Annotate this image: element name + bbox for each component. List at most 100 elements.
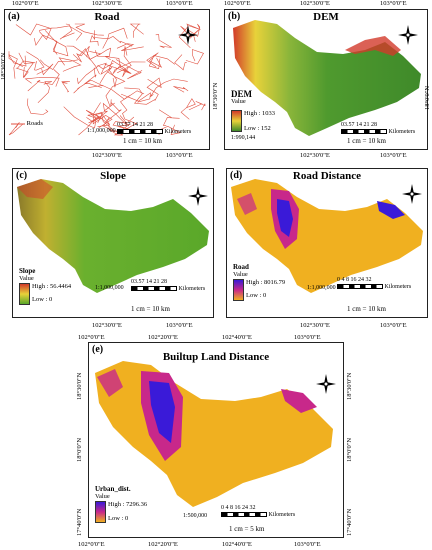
- scale-ratio: 1:1,000,000: [307, 285, 336, 291]
- road-segment: [104, 63, 131, 78]
- road-segment: [74, 23, 104, 36]
- road-segment: [66, 45, 100, 75]
- scale-cm-km: 1 cm = 10 km: [347, 137, 386, 145]
- road-segment: [180, 25, 199, 42]
- road-segment: [178, 23, 201, 49]
- panel-title: Builtup Land Distance: [162, 351, 270, 363]
- legend-high: High : 8016.79: [246, 279, 286, 286]
- road-segment: [63, 106, 97, 129]
- legend-title: Road: [233, 263, 249, 271]
- road-distance-map: [231, 179, 423, 293]
- panel-slope: (c) Slope Slope Value High : 56.4464 Low…: [12, 168, 214, 318]
- road-segment: [117, 46, 132, 74]
- scale-bar: 03.57 14 21 28 Kilometers: [341, 122, 415, 136]
- legend-high: High : 7296.36: [108, 501, 148, 508]
- coord-e-right-18-30: 18°30'0"N: [346, 372, 353, 400]
- road-segment: [88, 85, 145, 100]
- coord-e-top-4: 103°0'0"E: [294, 334, 321, 341]
- panel-label: (b): [228, 11, 241, 22]
- scale-ratio: 1:1,000,000: [95, 285, 124, 291]
- legend-gradient: [19, 283, 30, 305]
- coord-mid-18-30: 18°30'0"N: [212, 82, 219, 110]
- road-segment: [120, 95, 138, 125]
- coord-top-102-00-b: 102°0'0"E: [224, 0, 251, 7]
- legend: Roads: [11, 120, 43, 128]
- coord-mid-103-00-b: 103°0'0"E: [380, 152, 407, 159]
- coord-mid-102-30: 102°30'0"E: [92, 152, 122, 159]
- coord-top-102-00: 102°0'0"E: [12, 0, 39, 7]
- legend: Slope Value High : 56.4464 Low : 0: [19, 267, 71, 305]
- scale-cm-km: 1 cm = 5 km: [229, 525, 265, 533]
- road-segment: [89, 30, 99, 46]
- coord-e-bottom-3: 102°40'0"E: [222, 541, 252, 548]
- road-segment: [148, 55, 176, 69]
- scale-bar-graphic: [221, 512, 267, 518]
- panel-title: Road Distance: [292, 170, 362, 182]
- legend-low: Low : 0: [246, 292, 267, 299]
- scale-ticks: 03.57 14 21 28: [117, 122, 153, 128]
- scale-cm-km: 1 cm = 10 km: [347, 305, 386, 313]
- legend-high: High : 56.4464: [32, 283, 72, 290]
- road-network: [8, 23, 206, 136]
- road-segment: [112, 61, 146, 74]
- panel-title: Road: [94, 11, 120, 23]
- panel-label: (d): [230, 170, 243, 181]
- road-segment: [83, 67, 102, 88]
- road-segment: [107, 99, 122, 121]
- coord-left-18-30: 18°30'0"N: [0, 52, 7, 80]
- road-segment: [72, 46, 90, 63]
- north-arrow-icon: [398, 25, 418, 45]
- slope-region: [17, 179, 209, 293]
- legend: DEM Value High : 1033 Low : 152: [231, 90, 275, 132]
- scale-ratio: 1:500,000: [183, 513, 208, 519]
- road-segment: [39, 59, 79, 70]
- coord-row2-103-00: 103°0'0"E: [166, 322, 193, 329]
- coord-top-102-30: 102°30'0"E: [92, 0, 122, 7]
- scale-bar-graphic: [117, 129, 163, 135]
- road-segment: [94, 47, 111, 57]
- road-segment: [174, 54, 187, 71]
- legend: Road Value High : 8016.79 Low : 0: [233, 263, 285, 301]
- coord-e-bottom-4: 103°0'0"E: [294, 541, 321, 548]
- road-segment: [180, 98, 196, 120]
- north-arrow-icon: [316, 374, 336, 394]
- legend-value-label: Value: [95, 493, 110, 500]
- road-segment: [120, 92, 151, 103]
- scale-unit: Kilometers: [178, 286, 206, 292]
- panel-title: DEM: [313, 11, 339, 23]
- dem-map: [233, 20, 421, 136]
- legend-low: Low : 0: [32, 296, 53, 303]
- legend-value-label: Value: [231, 98, 246, 105]
- scale-bar: 0 4 8 16 24 32 Kilometers: [337, 277, 411, 291]
- coord-mid-103-00: 103°0'0"E: [166, 152, 193, 159]
- road-segment: [38, 25, 83, 41]
- road-segment: [155, 34, 172, 49]
- scale-bar-graphic: [337, 284, 383, 290]
- road-segment: [24, 77, 60, 87]
- builtup-distance-map: [95, 361, 333, 507]
- north-arrow-icon: [178, 25, 198, 45]
- road-segment: [146, 52, 163, 68]
- road-segment: [59, 23, 75, 40]
- road-segment: [112, 115, 137, 129]
- road-segment: [105, 71, 126, 107]
- scale-ratio: 1:990,144: [231, 135, 256, 141]
- coord-e-top-1: 102°0'0"E: [78, 334, 105, 341]
- scale-unit: Kilometers: [164, 129, 192, 135]
- coord-mid-102-30-b: 102°30'0"E: [300, 152, 330, 159]
- road-segment: [15, 60, 36, 78]
- road-segment: [15, 23, 52, 40]
- road-segment: [115, 59, 143, 80]
- legend-title: Urban_dist.: [95, 485, 131, 493]
- road-segment: [27, 69, 60, 92]
- road-segment: [26, 98, 49, 115]
- scale-ticks: 0 4 8 16 24 32: [337, 277, 372, 283]
- road-segment: [86, 110, 110, 125]
- road-segment: [94, 36, 133, 47]
- road-segment: [173, 86, 189, 93]
- road-segment: [33, 34, 58, 55]
- road-segment: [26, 51, 45, 71]
- road-map: [8, 23, 206, 136]
- panel-label: (c): [16, 170, 28, 181]
- road-segment: [116, 43, 144, 51]
